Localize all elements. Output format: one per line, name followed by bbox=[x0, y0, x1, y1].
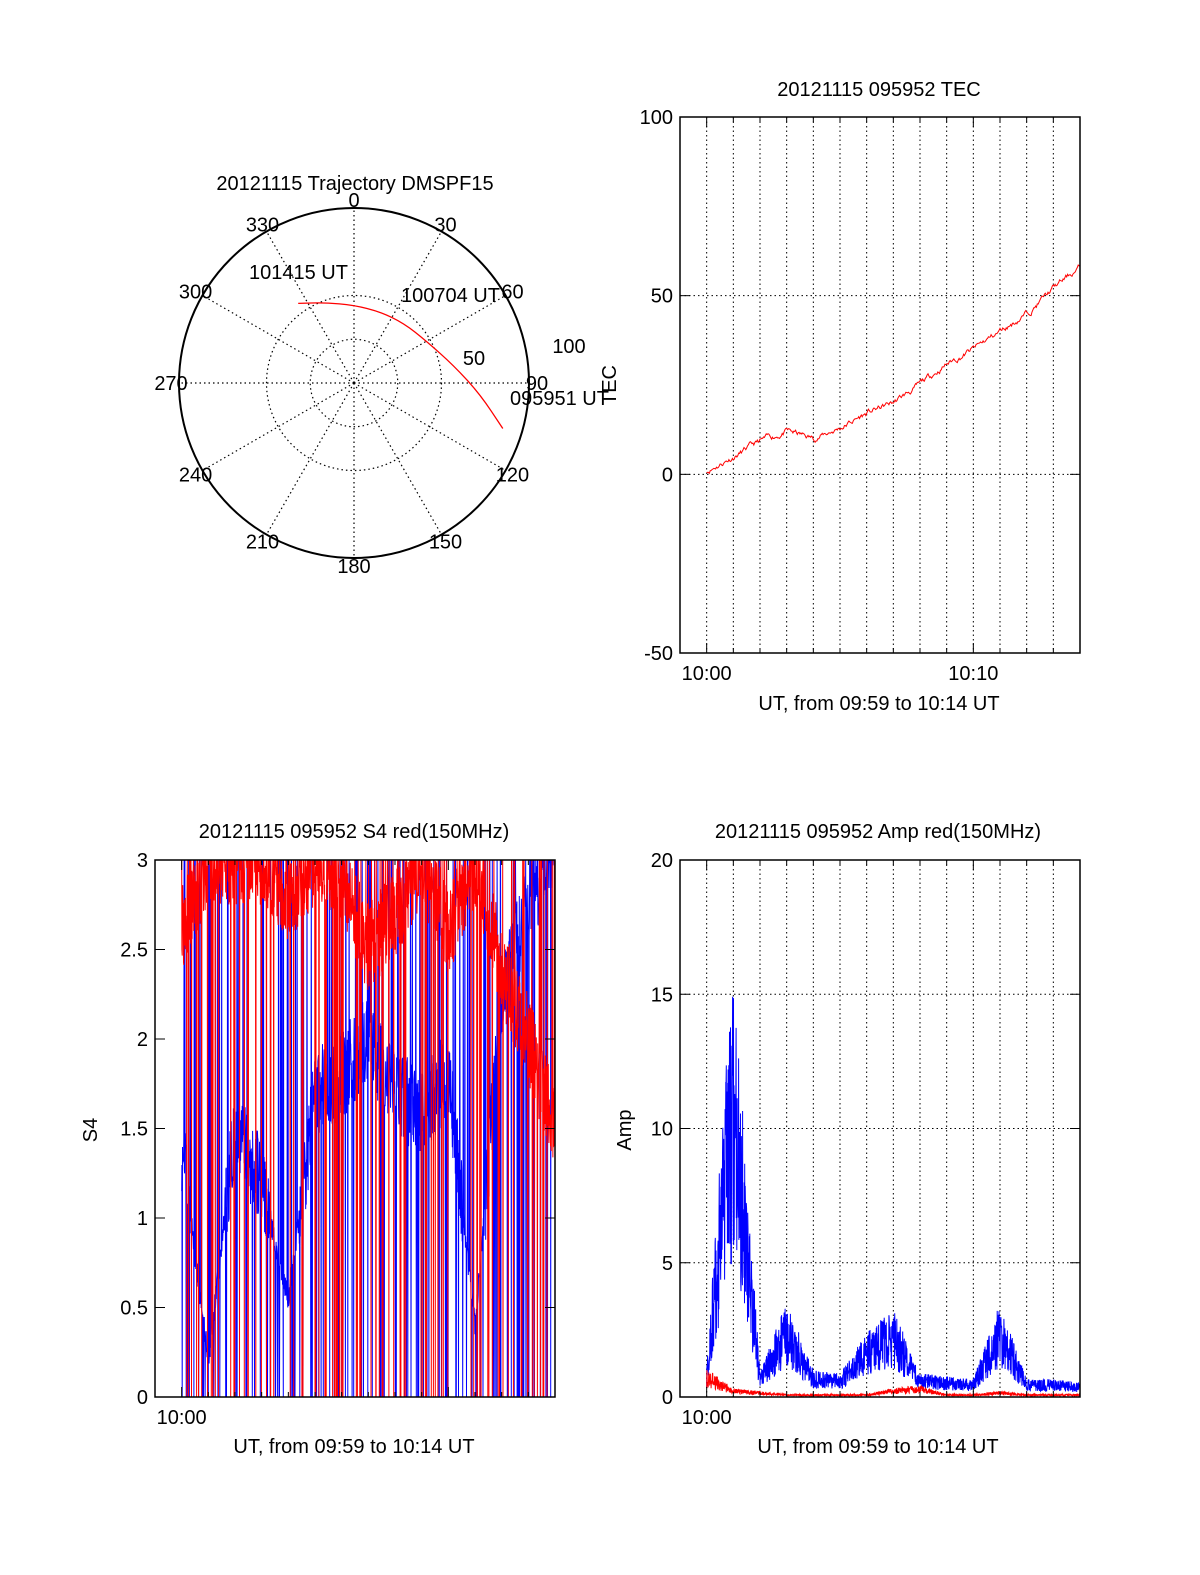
polar-angle-label-270: 270 bbox=[154, 373, 187, 395]
polar-angle-label-60: 60 bbox=[501, 282, 523, 304]
amp-title: 20121115 095952 Amp red(150MHz) bbox=[715, 821, 1041, 843]
s4-series bbox=[181, 859, 556, 1398]
amp-xtick-label-1000: 10:00 bbox=[682, 1407, 732, 1429]
polar-trajectory bbox=[298, 302, 504, 429]
tec-x-axis-label: UT, from 09:59 to 10:14 UT bbox=[758, 693, 999, 715]
amp-ytick-label-0: 0 bbox=[662, 1387, 673, 1409]
polar-grid bbox=[178, 207, 530, 559]
s4-tick-labels: 10:00 0 0.5 1 1.5 2 2.5 3 bbox=[120, 850, 556, 1429]
polar-radius-label-50: 50 bbox=[463, 348, 485, 370]
amp-y-axis-label: Amp bbox=[614, 1109, 636, 1150]
tec-xtick-label-1000: 10:00 bbox=[682, 663, 732, 685]
amp-ytick-label-15: 15 bbox=[651, 984, 673, 1006]
trajectory-time-label-start: 095951 UT bbox=[510, 388, 609, 410]
s4-ytick-label-3: 3 bbox=[137, 850, 148, 872]
polar-radius-label-100: 100 bbox=[552, 336, 585, 358]
tec-series-red bbox=[706, 264, 1081, 475]
s4-series-red bbox=[181, 859, 556, 1398]
tec-ytick-label-50: 50 bbox=[651, 286, 673, 308]
tec-xtick-label-1010: 10:10 bbox=[948, 663, 998, 685]
trajectory-time-label-end: 101415 UT bbox=[249, 262, 348, 284]
amp-ytick-label-5: 5 bbox=[662, 1253, 673, 1275]
tec-plot-frame bbox=[679, 116, 1081, 654]
amp-ytick-label-20: 20 bbox=[651, 850, 673, 872]
tec-series bbox=[706, 264, 1081, 475]
s4-ytick-label-0.5: 0.5 bbox=[120, 1298, 148, 1320]
polar-angle-label-90: 90 bbox=[526, 373, 548, 395]
tec-title: 20121115 095952 TEC bbox=[777, 79, 981, 101]
polar-ring-0 bbox=[265, 294, 443, 472]
s4-ytick-label-1.5: 1.5 bbox=[120, 1119, 148, 1141]
polar-ring-1 bbox=[309, 338, 399, 428]
amp-ytick-label-10: 10 bbox=[651, 1119, 673, 1141]
tec-tick-labels: 10:00 10:10 -50 0 50 100 bbox=[640, 107, 1081, 685]
trajectory-line bbox=[298, 302, 504, 429]
amp-tick-labels: 10:00 0 5 10 15 20 bbox=[651, 850, 1081, 1429]
trajectory-polar-plot: 20121115 Trajectory DMSPF15 0 30 60 90 120 15… bbox=[154, 173, 609, 578]
polar-tick-labels: 0 30 60 90 120 150 180 210 240 270 300 330 50 100 bbox=[154, 190, 585, 578]
polar-spoke-30 bbox=[353, 231, 443, 384]
polar-angle-label-120: 120 bbox=[496, 465, 529, 487]
polar-angle-label-300: 300 bbox=[179, 282, 212, 304]
polar-angle-label-0: 0 bbox=[348, 190, 359, 212]
tec-grid bbox=[680, 117, 1080, 653]
s4-y-axis-label: S4 bbox=[80, 1118, 102, 1142]
amp-x-axis-label: UT, from 09:59 to 10:14 UT bbox=[757, 1436, 998, 1458]
s4-ytick-label-2: 2 bbox=[137, 1029, 148, 1051]
amp-series-blue bbox=[706, 996, 1081, 1393]
polar-spoke-210 bbox=[265, 382, 355, 535]
amp-grid bbox=[680, 860, 1080, 1397]
polar-outer-ring bbox=[178, 207, 530, 559]
s4-ytick-label-2.5: 2.5 bbox=[120, 940, 148, 962]
tec-ytick-label-0: 0 bbox=[662, 464, 673, 486]
polar-angle-label-150: 150 bbox=[429, 531, 462, 553]
s4-x-axis-label: UT, from 09:59 to 10:14 UT bbox=[233, 1436, 474, 1458]
amp-series bbox=[706, 996, 1081, 1398]
polar-angle-label-330: 330 bbox=[246, 215, 279, 237]
s4-plot: 20121115 095952 S4 red(150MHz) 10:00 0 0.5… bbox=[80, 821, 556, 1458]
polar-spoke-240 bbox=[202, 382, 355, 472]
polar-angle-label-30: 30 bbox=[434, 215, 456, 237]
tec-plot: 20121115 095952 TEC 10:00 10:10-50050100 … bbox=[599, 79, 1081, 715]
tec-y-axis-label: TEC bbox=[599, 365, 621, 405]
s4-ytick-label-0: 0 bbox=[137, 1387, 148, 1409]
tec-ytick-label-100: 100 bbox=[640, 107, 673, 129]
polar-angle-label-210: 210 bbox=[246, 531, 279, 553]
s4-title: 20121115 095952 S4 red(150MHz) bbox=[199, 821, 510, 843]
s4-ytick-label-1: 1 bbox=[137, 1208, 148, 1230]
polar-angle-label-240: 240 bbox=[179, 465, 212, 487]
polar-angle-label-180: 180 bbox=[337, 556, 370, 578]
tec-ytick-label--50: -50 bbox=[644, 643, 673, 665]
s4-xtick-label-1000: 10:00 bbox=[157, 1407, 207, 1429]
amp-plot: 20121115 095952 Amp red(150MHz) 10:00051… bbox=[614, 821, 1081, 1458]
trajectory-time-label-mid: 100704 UT bbox=[401, 285, 500, 307]
trajectory-title: 20121115 Trajectory DMSPF15 bbox=[216, 173, 493, 195]
